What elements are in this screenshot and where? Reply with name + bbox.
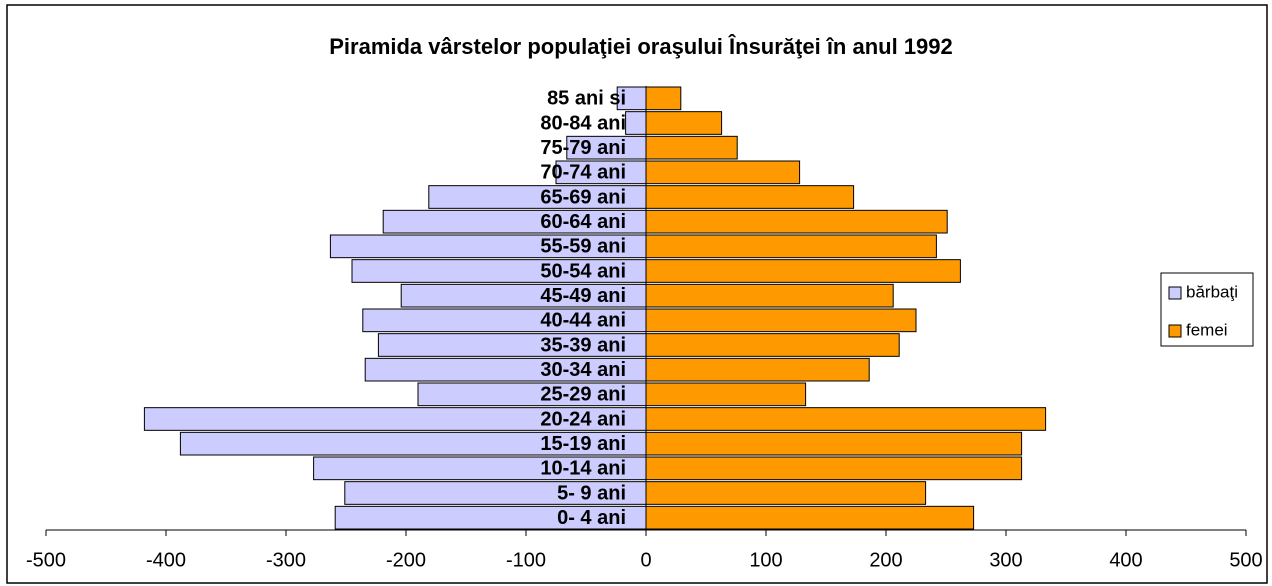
category-label: 5- 9 ani (557, 482, 626, 504)
x-tick-label: 0 (640, 549, 651, 571)
x-tick-label: -100 (506, 549, 546, 571)
bar (645, 505, 975, 530)
bar (645, 259, 961, 283)
category-label: 30-34 ani (540, 359, 626, 381)
bar (645, 234, 937, 259)
bar (645, 382, 807, 407)
category-label: 50-54 ani (540, 260, 626, 282)
bar (645, 481, 927, 505)
category-label: 15-19 ani (540, 433, 626, 455)
bar (645, 86, 682, 111)
legend-swatch (1168, 324, 1182, 338)
bar (625, 111, 647, 135)
category-label: 80-84 ani (540, 112, 626, 134)
bar (645, 308, 917, 333)
bar (645, 283, 894, 308)
x-tick-label: -300 (266, 549, 306, 571)
bar (645, 209, 948, 234)
category-label: 55-59 ani (540, 236, 626, 258)
bar (645, 357, 870, 382)
bar (645, 407, 1047, 431)
x-tick-label: 500 (1229, 549, 1262, 571)
category-label: 65-69 ani (540, 186, 626, 208)
bar (645, 185, 855, 209)
category-label: 75-79 ani (540, 137, 626, 159)
x-tick-label: 400 (1109, 549, 1142, 571)
category-label: 60-64 ani (540, 211, 626, 233)
x-tick-label: 300 (989, 549, 1022, 571)
legend-label: bărbaţi (1186, 282, 1238, 301)
x-tick-label: -400 (146, 549, 186, 571)
bar (645, 456, 1023, 481)
legend-swatch (1168, 286, 1182, 300)
category-label: 40-44 ani (540, 310, 626, 332)
bar (645, 333, 900, 357)
category-label: 45-49 ani (540, 285, 626, 307)
category-label: 25-29 ani (540, 384, 626, 406)
category-label: 85 ani si (547, 88, 626, 110)
category-label: 70-74 ani (540, 162, 626, 184)
bar (645, 135, 738, 160)
x-tick-label: -200 (386, 549, 426, 571)
x-tick-label: 200 (869, 549, 902, 571)
x-tick-label: 100 (749, 549, 782, 571)
category-label: 20-24 ani (540, 408, 626, 430)
chart-title: Piramida vârstelor populaţiei oraşului Î… (329, 34, 953, 59)
bar (645, 431, 1023, 456)
category-label: 0- 4 ani (557, 507, 626, 529)
x-tick-label: -500 (26, 549, 66, 571)
legend-label: femei (1186, 320, 1228, 339)
bar (645, 111, 723, 135)
bar (645, 160, 801, 185)
category-label: 10-14 ani (540, 458, 626, 480)
category-label: 35-39 ani (540, 334, 626, 356)
